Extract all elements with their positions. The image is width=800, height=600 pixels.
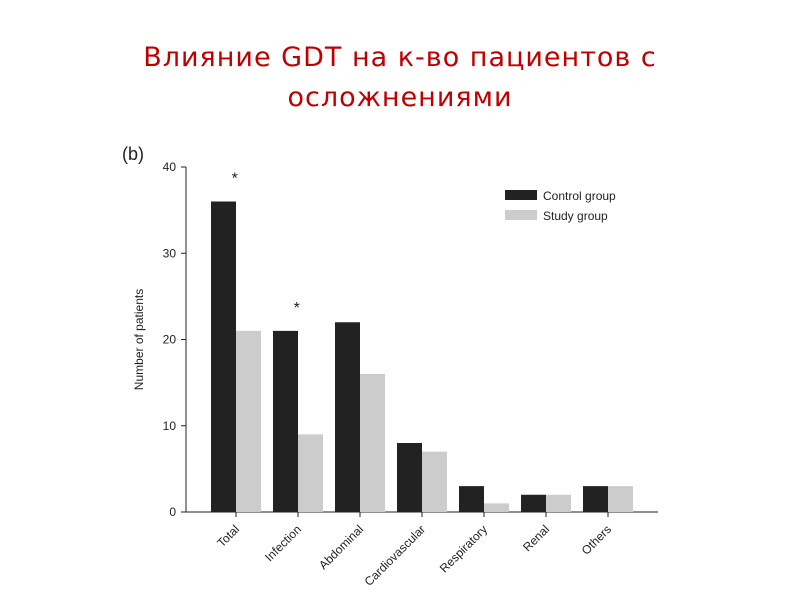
y-tick-label: 10 bbox=[163, 419, 177, 433]
significance-star: * bbox=[294, 300, 300, 317]
x-tick-label-abdominal: Abdominal bbox=[316, 522, 366, 572]
x-tick-label-cardiovascular: Cardiovascular bbox=[362, 522, 429, 589]
x-tick-label-others: Others bbox=[579, 522, 614, 557]
bar-control-others bbox=[583, 486, 608, 512]
bar-control-renal bbox=[521, 494, 546, 512]
legend-swatch-study bbox=[505, 210, 537, 220]
bar-study-others bbox=[608, 486, 633, 512]
panel-label: (b) bbox=[122, 144, 144, 164]
bar-study-total bbox=[236, 330, 261, 512]
bar-study-respiratory bbox=[484, 503, 509, 512]
bar-control-cardiovascular bbox=[397, 443, 422, 512]
bar-control-abdominal bbox=[335, 322, 360, 512]
y-tick-label: 30 bbox=[163, 246, 177, 260]
slide-title: Влияние GDT на к-во пациентов с осложнен… bbox=[143, 42, 657, 113]
bar-study-infection bbox=[298, 434, 323, 512]
bar-study-cardiovascular bbox=[422, 451, 447, 512]
bar-control-respiratory bbox=[459, 486, 484, 512]
significance-star: * bbox=[232, 171, 238, 188]
legend-label-control: Control group bbox=[543, 189, 616, 203]
bar-control-total bbox=[211, 201, 236, 512]
y-tick-label: 0 bbox=[169, 505, 176, 519]
y-tick-label: 40 bbox=[163, 160, 177, 174]
bar-control-infection bbox=[273, 330, 298, 512]
x-tick-label-total: Total bbox=[214, 522, 242, 550]
legend-label-study: Study group bbox=[543, 209, 608, 223]
bar-study-renal bbox=[546, 494, 571, 512]
legend-swatch-control bbox=[505, 190, 537, 200]
x-tick-label-infection: Infection bbox=[262, 522, 304, 564]
x-tick-label-renal: Renal bbox=[520, 522, 552, 554]
y-axis-title: Number of patients bbox=[132, 289, 146, 390]
x-tick-label-respiratory: Respiratory bbox=[437, 522, 490, 575]
bar-study-abdominal bbox=[360, 374, 385, 512]
y-tick-label: 20 bbox=[163, 333, 177, 347]
